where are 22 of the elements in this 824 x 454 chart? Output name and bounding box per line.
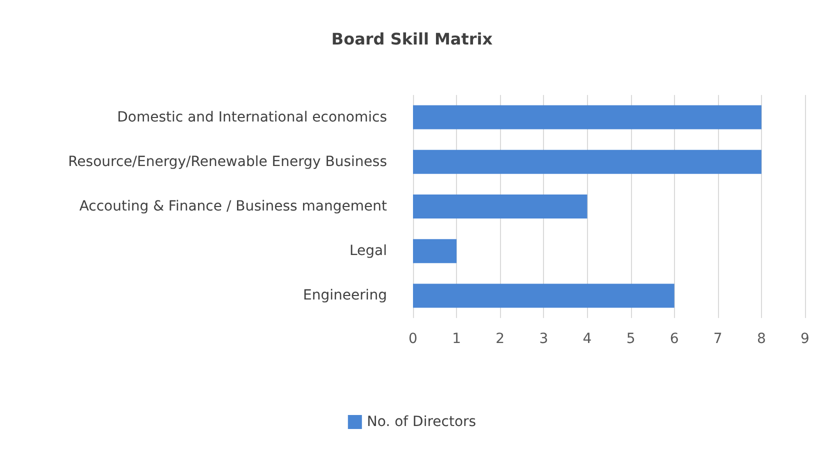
x-tick-label: 1 [452, 331, 462, 347]
x-tick-label: 7 [713, 331, 722, 347]
y-tick-label: Domestic and International economics [117, 109, 387, 126]
x-tick-label: 0 [408, 331, 418, 347]
legend-label: No. of Directors [366, 414, 476, 430]
x-tick-label: 2 [496, 331, 505, 347]
bar [413, 239, 457, 264]
x-tick-label: 9 [800, 331, 810, 347]
bar [413, 150, 762, 174]
x-tick-label: 6 [670, 331, 679, 347]
y-tick-label: Resource/Energy/Renewable Energy Business [68, 154, 387, 170]
chart-title: Board Skill Matrix [331, 30, 494, 48]
bar [413, 105, 762, 130]
bar [413, 194, 588, 218]
bar [413, 284, 674, 308]
y-tick-label: Legal [349, 243, 387, 260]
x-tick-label: 3 [539, 331, 548, 347]
x-tick-label: 5 [626, 331, 636, 347]
y-tick-label: Accouting & Finance / Business mangement [79, 198, 388, 214]
x-tick-label: 4 [582, 331, 592, 347]
y-tick-label: Engineering [303, 288, 387, 304]
x-tick-label: 8 [756, 331, 766, 347]
